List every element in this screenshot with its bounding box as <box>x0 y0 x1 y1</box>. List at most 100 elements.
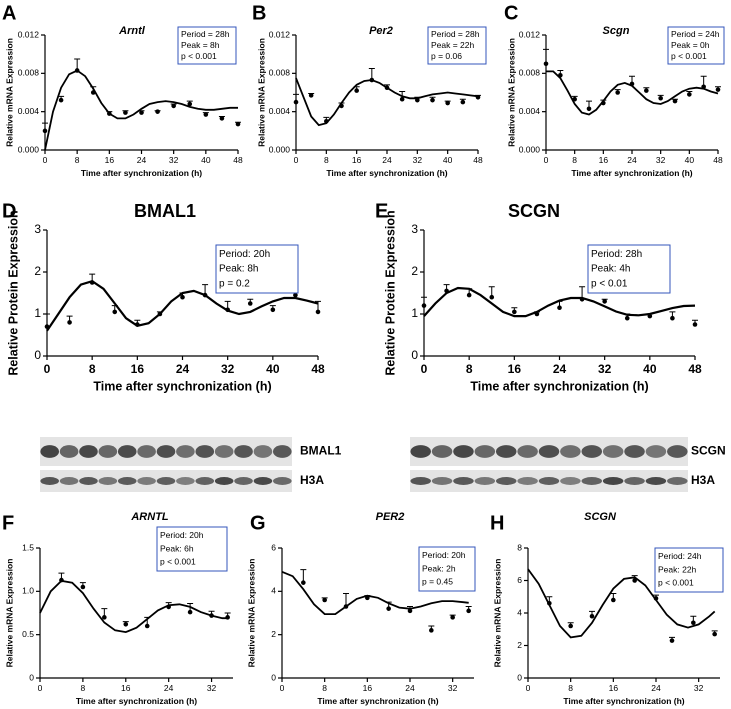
y-tick-label: 0.004 <box>18 106 40 116</box>
annotation-text: p < 0.001 <box>658 578 694 588</box>
blot-band <box>495 477 517 485</box>
blot-band <box>117 445 137 458</box>
panel-letter: B <box>252 2 266 24</box>
x-tick-label: 16 <box>121 683 131 693</box>
data-point <box>466 292 472 298</box>
panel: E SCGN 0 1 2 3 0 8 16 24 32 40 48 Time after synchron… <box>375 200 726 492</box>
data-point <box>512 309 517 315</box>
annotation-box <box>427 26 487 65</box>
blot-band <box>410 445 431 458</box>
annotation-text: p < 0.001 <box>671 51 707 61</box>
y-tick-label: 8 <box>517 542 522 552</box>
data-point <box>102 615 107 620</box>
data-point <box>293 99 299 105</box>
annotation-text: p = 0.2 <box>219 278 250 289</box>
fit-curve <box>295 77 479 127</box>
x-tick-label: 8 <box>466 362 473 376</box>
data-point <box>568 623 573 629</box>
annotation-text: Period = 28h <box>181 29 230 39</box>
data-point <box>187 609 193 615</box>
fit-curve <box>423 286 696 318</box>
data-point <box>180 294 185 300</box>
annotation-text: p < 0.001 <box>181 51 217 61</box>
blot-band <box>79 477 98 485</box>
x-tick-label: 16 <box>352 155 362 165</box>
y-axis-label: Relative mRNA Expression <box>492 559 502 668</box>
blot-band <box>560 477 581 485</box>
data-point <box>219 116 225 121</box>
x-tick-label: 16 <box>131 362 145 376</box>
blot-band <box>410 477 431 485</box>
blot-label: SCGN <box>691 444 726 458</box>
y-tick-label: 0.008 <box>519 68 541 78</box>
annotation-box <box>667 26 725 65</box>
y-tick-label: 6 <box>517 575 522 585</box>
annotation-text: p = 0.45 <box>422 577 453 587</box>
data-point <box>144 623 150 629</box>
blot-band <box>560 445 581 458</box>
x-tick-label: 32 <box>221 362 235 376</box>
blot-band <box>253 477 273 485</box>
x-tick-label: 24 <box>553 362 567 376</box>
annotation-text: Peak = 8h <box>181 40 220 50</box>
x-tick-label: 8 <box>324 155 329 165</box>
x-tick-label: 32 <box>694 683 704 693</box>
x-tick-label: 16 <box>508 362 522 376</box>
annotation-box <box>654 547 724 593</box>
panel-letter: H <box>490 512 504 534</box>
y-tick-label: 4 <box>271 586 276 596</box>
blot-band <box>645 477 667 485</box>
data-point <box>58 97 64 103</box>
blot-band <box>137 477 156 485</box>
x-tick-label: 24 <box>164 683 174 693</box>
y-tick-label: 0 <box>34 348 41 362</box>
x-tick-label: 24 <box>651 683 661 693</box>
x-tick-label: 40 <box>266 362 280 376</box>
data-point <box>187 101 193 107</box>
data-point <box>586 106 592 112</box>
x-tick-label: 16 <box>599 155 609 165</box>
error-bar <box>543 48 549 64</box>
fit-curve <box>546 70 719 116</box>
blot-band <box>624 477 645 485</box>
annotation-text: Peak: 8h <box>219 264 258 275</box>
annotation-text: Peak = 22h <box>431 40 475 50</box>
data-point <box>430 97 435 103</box>
data-point <box>489 294 495 300</box>
data-point <box>669 638 675 643</box>
x-tick-label: 32 <box>598 362 612 376</box>
data-point <box>691 620 696 626</box>
blot-band <box>581 445 603 458</box>
y-axis-label: Relative Protein Expression <box>6 210 20 375</box>
data-point <box>672 98 678 104</box>
chart-title: BMAL1 <box>134 201 196 221</box>
annotation-text: p < 0.01 <box>591 278 628 289</box>
blot-band <box>431 445 453 458</box>
data-point <box>543 61 549 67</box>
y-tick-label: 6 <box>271 542 276 552</box>
blot-band <box>176 445 195 458</box>
y-tick-label: 0.012 <box>269 29 291 39</box>
y-tick-label: 0.012 <box>519 29 541 39</box>
fit-curve <box>44 69 238 151</box>
blot-band <box>602 477 624 485</box>
panel: D BMAL1 0 1 2 3 0 8 16 24 32 40 48 Time after synchro… <box>2 200 342 492</box>
data-point <box>602 299 607 304</box>
y-tick-label: 0.004 <box>519 106 541 116</box>
y-tick-label: 3 <box>34 222 41 236</box>
blot-band <box>214 445 234 458</box>
data-point <box>308 93 314 98</box>
data-point <box>557 305 562 311</box>
x-axis-label: Time after synchronization (h) <box>326 168 447 178</box>
y-tick-label: 0.004 <box>269 106 291 116</box>
data-point <box>42 128 48 134</box>
data-point <box>247 301 253 306</box>
panel: C Scgn 0.000 0.004 0.008 0.012 0 8 16 24 32 40 48 Tim… <box>504 2 725 178</box>
y-tick-label: 0 <box>271 672 276 682</box>
x-tick-label: 0 <box>43 155 48 165</box>
x-axis-label: Time after synchronization (h) <box>563 696 684 706</box>
blot-band <box>98 445 118 458</box>
blot-band <box>273 445 292 458</box>
annotation-box <box>215 244 299 294</box>
data-point <box>112 309 118 315</box>
